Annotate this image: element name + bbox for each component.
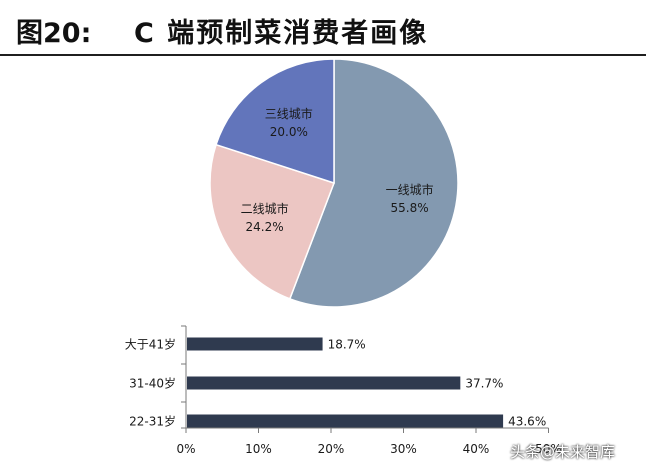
pie-slice-1 (209, 143, 335, 300)
figure-label: 图20: (16, 18, 92, 49)
bar-value-label-0: 18.7% (328, 338, 366, 352)
figure-header: 图20: C 端预制菜消费者画像 (0, 0, 646, 56)
pie-slice-0 (288, 58, 459, 308)
bar-chart: 0% 10% 20% 30% 40% 50% 大于41岁 18.7% 31-40岁 37.7% 22… (125, 325, 562, 456)
figure-title: C 端预制菜消费者画像 (134, 18, 429, 49)
x-tick-label-1: 10% (245, 442, 272, 456)
pie-chart: 一线城市 55.8% 二线城市 24.2% 三线城市 20.0% (209, 58, 459, 308)
category-label-1: 31-40岁 (129, 376, 176, 391)
pie-slice-2 (215, 58, 335, 185)
x-tick-label-5: 50% (535, 442, 562, 456)
pie-slice-label-1: 二线城市 (241, 201, 289, 216)
bar-value-label-2: 43.6% (508, 415, 546, 429)
category-label-0: 大于41岁 (125, 337, 176, 352)
x-tick-label-4: 40% (463, 442, 490, 456)
pie-slice-label-2: 三线城市 (265, 106, 313, 121)
pie-slice-value-0: 55.8% (391, 201, 429, 215)
watermark: 头条@未来智库 (510, 443, 616, 461)
bar-1 (187, 376, 461, 390)
bar-value-label-1: 37.7% (465, 377, 503, 391)
x-tick-label-0: 0% (176, 442, 195, 456)
category-label-2: 22-31岁 (129, 414, 176, 429)
pie-slice-value-1: 24.2% (246, 220, 284, 234)
pie-slice-label-0: 一线城市 (386, 182, 434, 197)
bar-0 (187, 337, 323, 351)
x-tick-label-3: 30% (390, 442, 417, 456)
x-tick-label-2: 20% (318, 442, 345, 456)
pie-slice-value-2: 20.0% (270, 125, 308, 139)
bar-2 (187, 414, 504, 428)
